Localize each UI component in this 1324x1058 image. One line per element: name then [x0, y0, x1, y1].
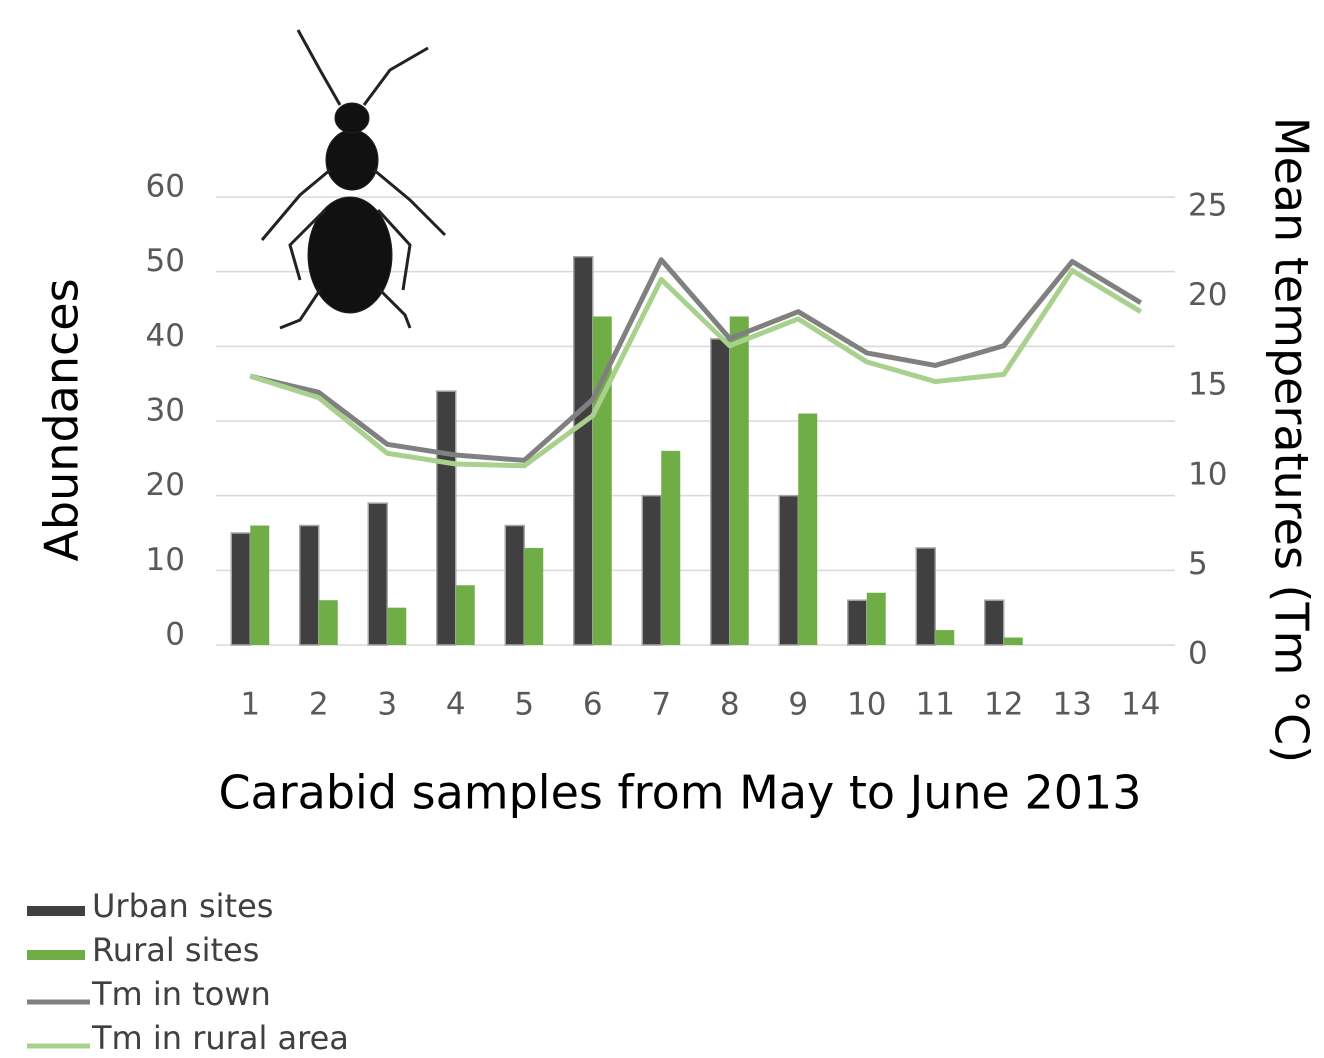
x-tick-label: 3 [377, 687, 397, 723]
bar [505, 526, 524, 645]
bar [985, 600, 1004, 645]
legend-marker [27, 950, 85, 960]
legend-label: Tm in town [91, 975, 271, 1013]
bar [935, 630, 954, 645]
y-tick-label: 20 [146, 467, 185, 503]
y2-tick-label: 0 [1188, 636, 1208, 672]
bar [711, 339, 730, 645]
bar [319, 600, 338, 645]
bar [798, 414, 817, 645]
bar [231, 533, 250, 645]
y2-tick-label: 5 [1188, 546, 1208, 582]
y-tick-label: 40 [146, 318, 185, 354]
y-tick-label: 60 [146, 169, 185, 205]
x-tick-label: 14 [1121, 687, 1160, 723]
x-tick-label: 10 [847, 687, 886, 723]
y2-tick-label: 20 [1188, 277, 1227, 313]
bar [574, 257, 593, 645]
y2-axis-title: Mean temperatures (Tm °C) [1265, 117, 1319, 763]
y-tick-label: 0 [165, 617, 185, 653]
x-tick-label: 8 [720, 687, 740, 723]
y-tick-label: 50 [146, 243, 185, 279]
y-tick-label: 10 [146, 542, 185, 578]
x-tick-label: 4 [446, 687, 466, 723]
y2-tick-label: 10 [1188, 456, 1227, 492]
x-tick-label: 9 [788, 687, 808, 723]
bar [387, 608, 406, 645]
bar [661, 451, 680, 645]
bar [779, 496, 798, 645]
legend-label: Tm in rural area [91, 1019, 349, 1054]
bar [848, 600, 867, 645]
x-tick-label: 6 [583, 687, 603, 723]
y-axis-title: Abundances [35, 278, 89, 561]
bar [368, 503, 387, 645]
bar [867, 593, 886, 645]
bar [300, 526, 319, 645]
chart: Abundances Mean temperatures (Tm °C) Car… [0, 0, 1324, 1054]
bar [250, 526, 269, 645]
y2-tick-label: 15 [1188, 367, 1227, 403]
beetle-image [262, 30, 445, 328]
bar [916, 548, 935, 645]
bar [1004, 638, 1023, 645]
legend-label: Urban sites [92, 887, 273, 925]
x-tick-label: 5 [514, 687, 534, 723]
bar [730, 316, 749, 645]
bar [642, 496, 661, 645]
legend-marker [27, 906, 85, 916]
legend-label: Rural sites [92, 931, 259, 969]
bar [456, 585, 475, 645]
x-tick-label: 2 [309, 687, 329, 723]
bar [437, 391, 456, 645]
y-tick-label: 30 [146, 393, 185, 429]
x-tick-label: 7 [651, 687, 671, 723]
x-tick-label: 12 [984, 687, 1023, 723]
x-tick-label: 11 [916, 687, 955, 723]
x-tick-label: 13 [1053, 687, 1092, 723]
bar [524, 548, 543, 645]
x-tick-label: 1 [240, 687, 260, 723]
y2-tick-label: 25 [1188, 188, 1227, 224]
x-axis-title: Carabid samples from May to June 2013 [218, 766, 1141, 820]
